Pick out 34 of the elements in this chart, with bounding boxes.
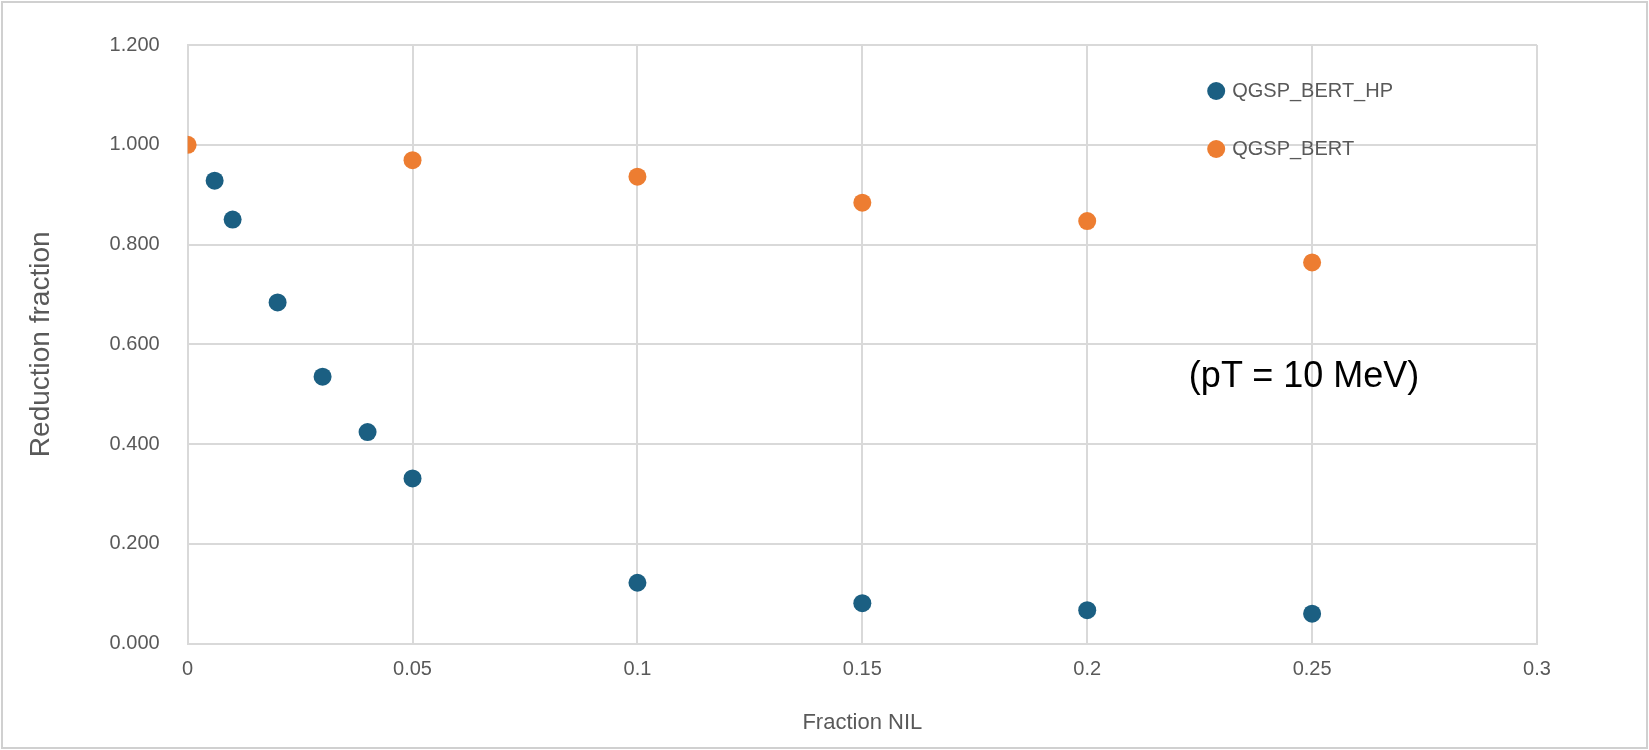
y-tick-label: 0.600 xyxy=(109,331,160,354)
y-tick-label: 1.200 xyxy=(109,32,160,55)
x-tick-label: 0.1 xyxy=(623,657,652,680)
y-tick-label: 0.000 xyxy=(109,631,160,654)
x-tick-label: 0.15 xyxy=(842,657,882,680)
point xyxy=(223,210,242,229)
point xyxy=(1078,212,1097,231)
point xyxy=(268,293,287,312)
point xyxy=(853,594,872,613)
x-tick-label: 0.25 xyxy=(1292,657,1332,680)
annotation: (pT = 10 MeV) xyxy=(1188,354,1420,396)
point xyxy=(403,151,422,170)
x-tick-label: 0.3 xyxy=(1523,657,1551,680)
point xyxy=(628,573,647,592)
point xyxy=(358,423,377,442)
point xyxy=(313,367,332,386)
point xyxy=(1078,601,1097,620)
point xyxy=(853,193,872,212)
y-tick-label: 0.200 xyxy=(109,531,160,554)
point xyxy=(628,167,647,186)
point xyxy=(205,171,224,190)
y-tick-label: 0.800 xyxy=(109,232,160,255)
point xyxy=(1303,604,1322,623)
y-tick-label: 1.000 xyxy=(109,132,160,155)
legend-label: QGSP_BERT_HP xyxy=(1232,78,1394,102)
x-tick-label: 0 xyxy=(182,657,194,680)
point xyxy=(1303,253,1322,272)
y-tick-label: 0.400 xyxy=(109,431,160,454)
x-axis-title: Fraction NIL xyxy=(802,708,923,734)
legend-label: QGSP_BERT xyxy=(1232,136,1355,160)
x-tick-label: 0.05 xyxy=(393,657,433,680)
point xyxy=(403,469,422,488)
x-tick-label: 0.2 xyxy=(1073,657,1102,680)
y-axis-title: Reduction fraction xyxy=(23,231,55,458)
